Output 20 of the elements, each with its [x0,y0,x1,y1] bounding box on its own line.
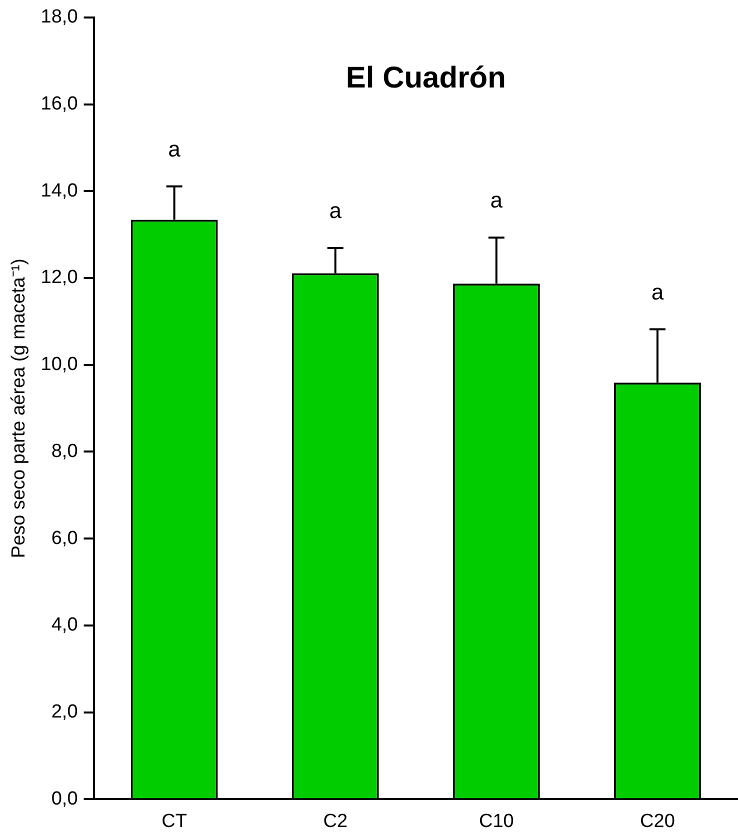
x-tick-label: C10 [478,810,514,832]
y-tick-label: 18,0 [40,6,78,28]
y-tick-label: 4,0 [51,614,78,636]
y-tick-label: 0,0 [51,788,78,810]
x-tick-label: CT [162,810,188,832]
y-tick-label: 14,0 [40,180,78,202]
y-tick-label: 16,0 [40,94,78,114]
annotation: a [168,136,182,162]
text: El Cuadrón [346,62,506,95]
y-tick-label: 2,0 [51,702,78,723]
annotation: a [490,188,504,213]
x-tick-label: C2 [323,810,348,832]
y-tick-label: 10,0 [40,354,78,376]
y-tick-label: 6,0 [51,528,78,549]
annotation: a [329,198,342,224]
x-tick-label: C20 [640,810,675,832]
y-axis-title: Peso seco parte aérea (g maceta⁻¹) [8,258,30,558]
y-tick-label: 12,0 [40,267,78,288]
y-tick-label: 8,0 [51,440,78,462]
annotation: a [651,279,664,304]
